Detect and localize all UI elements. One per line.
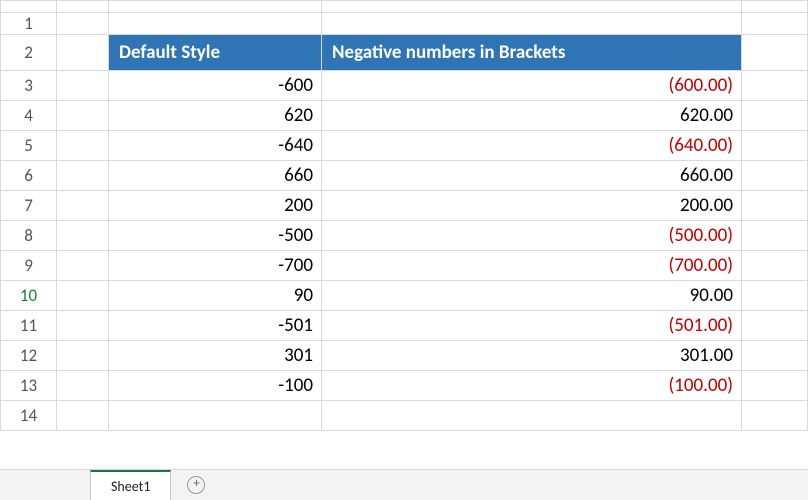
cell-c[interactable]: Negative numbers in Brackets xyxy=(322,35,742,71)
cell-b[interactable]: -500 xyxy=(109,221,322,251)
grid-row: 3 -600(600.00) xyxy=(1,71,808,101)
grid-row: 10 9090.00 xyxy=(1,281,808,311)
plus-icon: + xyxy=(187,476,205,494)
row-header[interactable]: 5 xyxy=(1,131,57,161)
cell-c[interactable]: 200.00 xyxy=(322,191,742,221)
grid-row: 7 200200.00 xyxy=(1,191,808,221)
grid-row: 11 -501(501.00) xyxy=(1,311,808,341)
row-header[interactable]: 7 xyxy=(1,191,57,221)
cell-d[interactable] xyxy=(742,401,808,431)
sheet-tab-label: Sheet1 xyxy=(111,478,150,495)
grid-row: 13 -100(100.00) xyxy=(1,371,808,401)
cell-c[interactable] xyxy=(322,13,742,35)
cell-c[interactable]: (100.00) xyxy=(322,371,742,401)
sheet-tab-sheet1[interactable]: Sheet1 xyxy=(90,470,171,500)
cell-b[interactable] xyxy=(109,13,322,35)
row-header[interactable]: 11 xyxy=(1,311,57,341)
grid-row: 12 301301.00 xyxy=(1,341,808,371)
cell-b[interactable]: 200 xyxy=(109,191,322,221)
cell-a[interactable] xyxy=(57,221,109,251)
cell-a[interactable] xyxy=(57,341,109,371)
cell-a[interactable] xyxy=(57,161,109,191)
row-header[interactable]: 12 xyxy=(1,341,57,371)
cell-c[interactable]: 301.00 xyxy=(322,341,742,371)
grid-row: 1 xyxy=(1,13,808,35)
cell-c[interactable]: (501.00) xyxy=(322,311,742,341)
cell-a[interactable] xyxy=(57,371,109,401)
row-header[interactable]: 10 xyxy=(1,281,57,311)
row-header[interactable]: 3 xyxy=(1,71,57,101)
cell-c[interactable]: (600.00) xyxy=(322,71,742,101)
col-header-a[interactable] xyxy=(57,1,109,13)
col-header-row xyxy=(1,1,808,13)
cell-d[interactable] xyxy=(742,13,808,35)
row-header[interactable]: 14 xyxy=(1,401,57,431)
grid-row: 8 -500(500.00) xyxy=(1,221,808,251)
cell-d[interactable] xyxy=(742,251,808,281)
cell-c[interactable] xyxy=(322,401,742,431)
cell-b[interactable] xyxy=(109,401,322,431)
cell-a[interactable] xyxy=(57,281,109,311)
spreadsheet-grid[interactable]: 12 Default StyleNegative numbers in Brack… xyxy=(0,0,808,431)
row-header[interactable]: 8 xyxy=(1,221,57,251)
cell-c[interactable]: 620.00 xyxy=(322,101,742,131)
cell-d[interactable] xyxy=(742,131,808,161)
cell-d[interactable] xyxy=(742,161,808,191)
cell-d[interactable] xyxy=(742,341,808,371)
grid-row: 6 660660.00 xyxy=(1,161,808,191)
cell-a[interactable] xyxy=(57,13,109,35)
cell-b[interactable]: -700 xyxy=(109,251,322,281)
row-header[interactable]: 13 xyxy=(1,371,57,401)
cell-b[interactable]: -600 xyxy=(109,71,322,101)
cell-b[interactable]: -501 xyxy=(109,311,322,341)
cell-d[interactable] xyxy=(742,311,808,341)
cell-a[interactable] xyxy=(57,131,109,161)
cell-a[interactable] xyxy=(57,35,109,71)
sheet-tab-bar: Sheet1 + xyxy=(0,469,808,500)
cell-a[interactable] xyxy=(57,251,109,281)
cell-a[interactable] xyxy=(57,311,109,341)
row-header[interactable]: 2 xyxy=(1,35,57,71)
cell-c[interactable]: (700.00) xyxy=(322,251,742,281)
cell-b[interactable]: 660 xyxy=(109,161,322,191)
cell-b[interactable]: Default Style xyxy=(109,35,322,71)
cell-b[interactable]: 301 xyxy=(109,341,322,371)
cell-a[interactable] xyxy=(57,71,109,101)
cell-a[interactable] xyxy=(57,191,109,221)
grid-row: 2 Default StyleNegative numbers in Bracke… xyxy=(1,35,808,71)
cell-b[interactable]: 90 xyxy=(109,281,322,311)
row-header[interactable]: 4 xyxy=(1,101,57,131)
row-header[interactable]: 1 xyxy=(1,13,57,35)
cell-b[interactable]: -100 xyxy=(109,371,322,401)
cell-b[interactable]: 620 xyxy=(109,101,322,131)
cell-a[interactable] xyxy=(57,101,109,131)
grid-row: 5 -640(640.00) xyxy=(1,131,808,161)
col-header-b[interactable] xyxy=(109,1,322,13)
corner-cell xyxy=(1,1,57,13)
grid-row: 9 -700(700.00) xyxy=(1,251,808,281)
cell-b[interactable]: -640 xyxy=(109,131,322,161)
col-header-c[interactable] xyxy=(322,1,742,13)
cell-d[interactable] xyxy=(742,371,808,401)
cell-c[interactable]: 90.00 xyxy=(322,281,742,311)
row-header[interactable]: 9 xyxy=(1,251,57,281)
cell-d[interactable] xyxy=(742,281,808,311)
new-sheet-button[interactable]: + xyxy=(173,470,219,500)
cell-d[interactable] xyxy=(742,35,808,71)
grid-row: 14 xyxy=(1,401,808,431)
col-header-d[interactable] xyxy=(742,1,808,13)
cell-a[interactable] xyxy=(57,401,109,431)
cell-d[interactable] xyxy=(742,101,808,131)
cell-d[interactable] xyxy=(742,191,808,221)
cell-d[interactable] xyxy=(742,221,808,251)
cell-c[interactable]: (500.00) xyxy=(322,221,742,251)
cell-c[interactable]: (640.00) xyxy=(322,131,742,161)
row-header[interactable]: 6 xyxy=(1,161,57,191)
grid-row: 4 620620.00 xyxy=(1,101,808,131)
cell-d[interactable] xyxy=(742,71,808,101)
cell-c[interactable]: 660.00 xyxy=(322,161,742,191)
